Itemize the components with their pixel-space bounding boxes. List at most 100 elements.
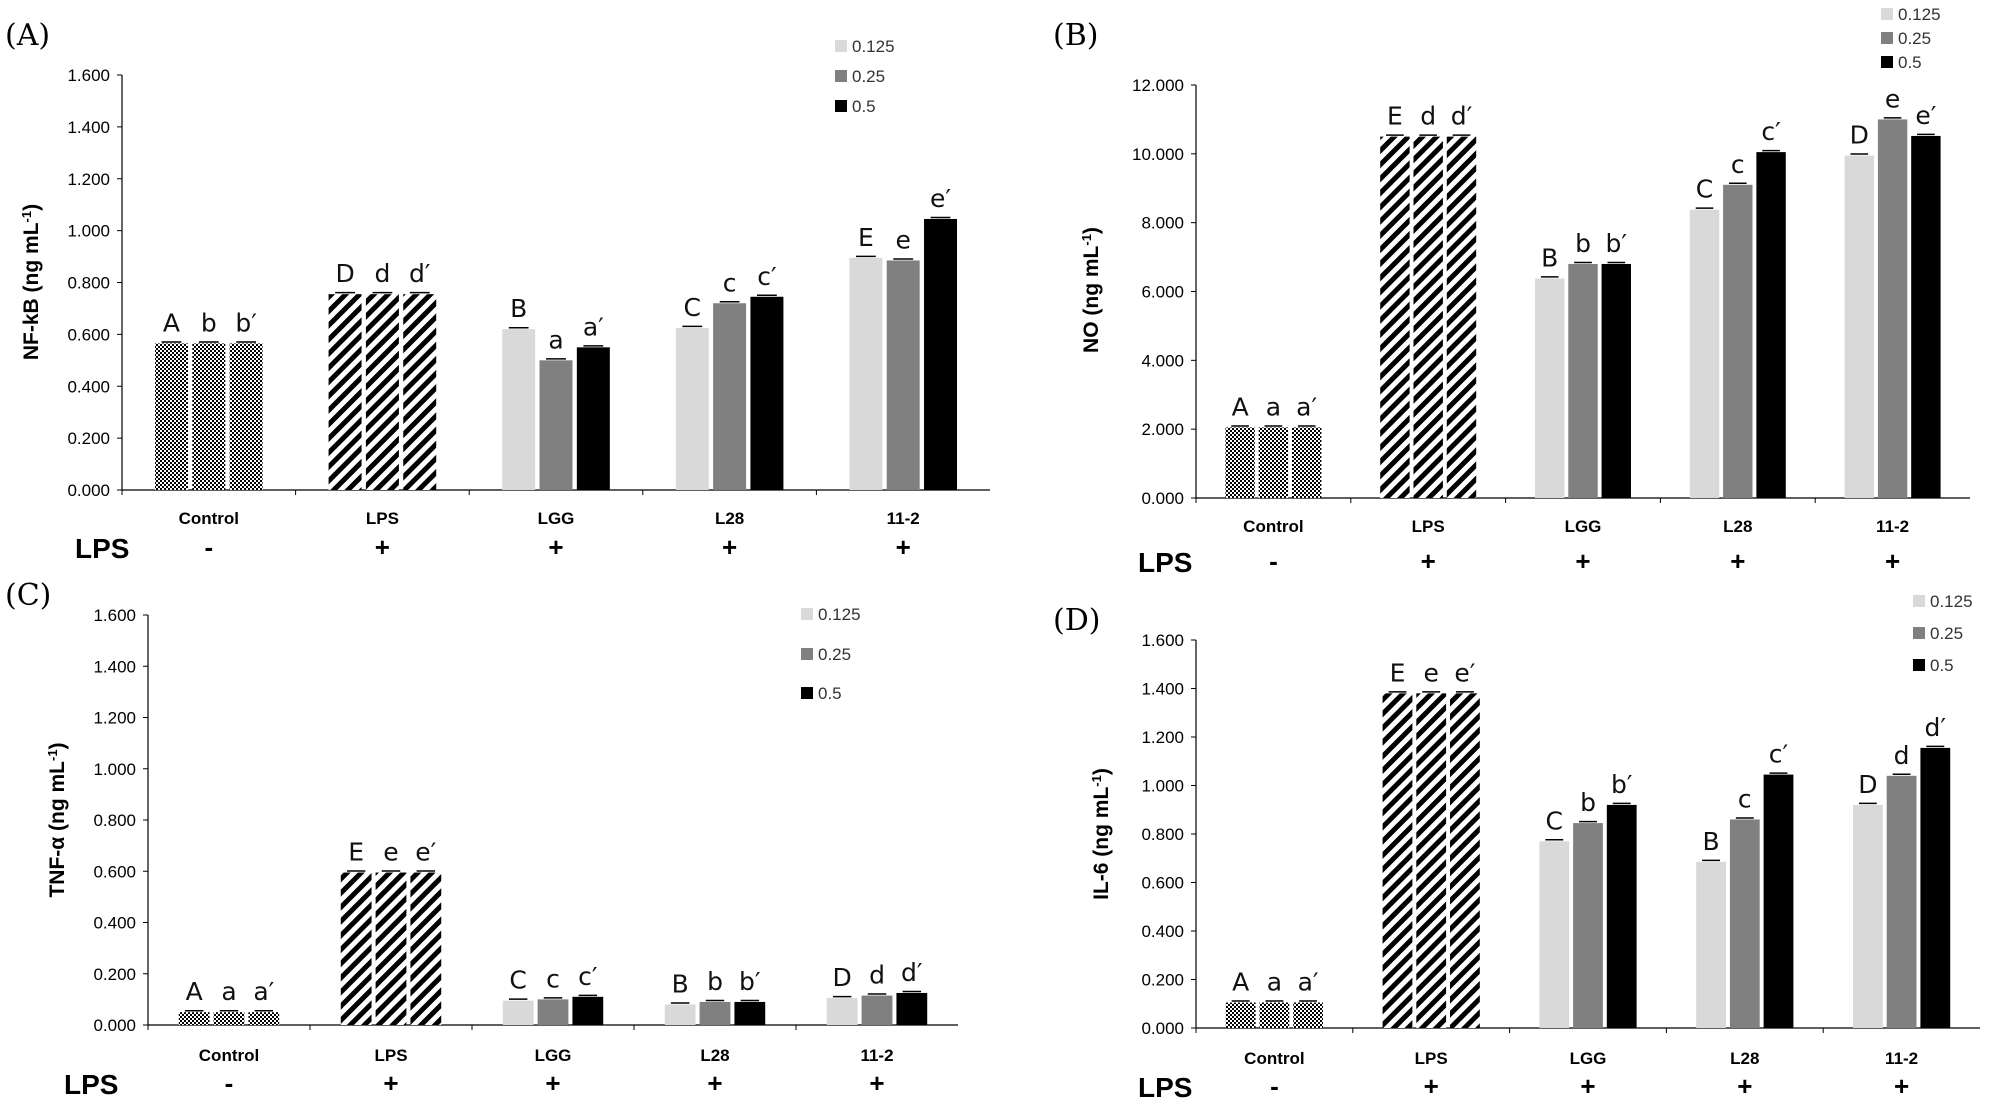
significance-label: C: [509, 966, 526, 995]
legend-swatch: [1881, 8, 1893, 20]
bar: [1601, 263, 1631, 498]
y-tick-label: 0.200: [1141, 971, 1184, 990]
significance-label: b: [1575, 229, 1591, 258]
panel-label: (D): [1053, 603, 1100, 638]
significance-label: b′: [739, 967, 761, 996]
chart-panel-1: (A) NF-kB (ng mL-1) 0.000 0.200 0.400 0.600 0.…: [5, 18, 990, 564]
legend-swatch: [1913, 595, 1925, 607]
significance-label: a: [548, 325, 563, 354]
significance-label: C: [1696, 175, 1713, 204]
y-tick-label: 1.600: [93, 606, 136, 625]
significance-label: B: [672, 970, 689, 999]
lps-sign: -: [225, 1068, 234, 1098]
significance-label: D: [833, 963, 852, 992]
bar: [896, 992, 928, 1025]
significance-label: d′: [409, 259, 431, 288]
y-tick-label: 0.000: [93, 1016, 136, 1035]
significance-label: a′: [1298, 968, 1319, 997]
bar: [849, 257, 883, 490]
significance-label: b′: [235, 308, 257, 337]
y-tick-label: 0.400: [1141, 922, 1184, 941]
bar: [410, 872, 442, 1025]
y-axis-label: IL-6 (ng mL-1): [1089, 768, 1114, 900]
y-tick-label: 1.000: [1141, 777, 1184, 796]
lps-sign: +: [869, 1068, 884, 1098]
x-tick-label: LPS: [1412, 517, 1445, 536]
lps-sign: +: [722, 532, 737, 562]
bar: [1886, 775, 1917, 1028]
significance-label: B: [1541, 243, 1558, 272]
x-tick-label: LPS: [1415, 1049, 1448, 1068]
y-tick-label: 1.000: [93, 760, 136, 779]
significance-label: A: [1232, 968, 1249, 997]
panel-label: (B): [1053, 18, 1098, 53]
lps-sign: +: [1575, 546, 1590, 576]
significance-label: d: [1420, 102, 1436, 131]
x-tick-label: 11-2: [887, 509, 920, 528]
lps-sign: -: [1270, 1071, 1279, 1101]
legend-swatch: [1913, 627, 1925, 639]
significance-label: c′: [578, 962, 598, 991]
bar: [154, 343, 188, 490]
legend-label: 0.25: [852, 67, 885, 86]
y-tick-label: 1.600: [1141, 631, 1184, 650]
y-tick-label: 0.200: [67, 429, 110, 448]
y-tick-label: 0.400: [67, 377, 110, 396]
chart-panel-3: (C) TNF-α (ng mL-1) 0.000 0.200 0.400 0.600 0.…: [5, 578, 958, 1100]
x-tick-label: L28: [700, 1046, 729, 1065]
bar: [1920, 747, 1951, 1028]
bar: [178, 1012, 210, 1025]
bar: [375, 872, 407, 1025]
lps-sign: +: [1737, 1071, 1752, 1101]
bar: [1450, 693, 1480, 1028]
y-tick-label: 1.200: [93, 709, 136, 728]
legend-label: 0.5: [1930, 656, 1954, 675]
bar: [1225, 427, 1255, 498]
bar: [664, 1004, 696, 1025]
legend-swatch: [835, 70, 847, 82]
significance-label: c′: [757, 262, 777, 291]
bar: [861, 995, 893, 1025]
legend-label: 0.125: [818, 605, 861, 624]
bar: [1606, 804, 1637, 1028]
panel-label: (A): [5, 18, 50, 53]
bar: [1291, 427, 1322, 498]
lps-sign: +: [896, 532, 911, 562]
significance-label: d: [1894, 741, 1910, 770]
significance-label: a′: [583, 312, 604, 341]
significance-label: b′: [1606, 229, 1628, 258]
lps-sign: +: [548, 532, 563, 562]
legend-swatch: [1913, 659, 1925, 671]
y-tick-label: 10.000: [1132, 145, 1184, 164]
significance-label: e′: [1915, 101, 1936, 130]
y-tick-label: 0.800: [1141, 825, 1184, 844]
lps-row-title: LPS: [64, 1069, 118, 1100]
bar: [826, 998, 858, 1025]
bar: [886, 260, 920, 490]
panels: (A) NF-kB (ng mL-1) 0.000 0.200 0.400 0.600 0.…: [5, 5, 1980, 1103]
bar: [572, 996, 604, 1025]
bar: [537, 999, 569, 1025]
bar: [699, 1001, 731, 1025]
bar: [539, 360, 573, 490]
y-tick-label: 0.600: [93, 862, 136, 881]
bar: [192, 343, 226, 490]
y-axis-label: NO (ng mL-1): [1079, 227, 1104, 353]
y-tick-label: 0.000: [1141, 489, 1184, 508]
legend-label: 0.5: [1898, 53, 1922, 72]
significance-label: d′: [1925, 713, 1947, 742]
significance-label: c: [723, 268, 737, 297]
bar: [1696, 861, 1726, 1028]
bar: [1763, 774, 1794, 1028]
legend-swatch: [801, 648, 813, 660]
lps-sign: +: [375, 532, 390, 562]
significance-label: A: [1232, 392, 1249, 421]
y-tick-label: 4.000: [1141, 351, 1184, 370]
lps-sign: -: [1269, 546, 1278, 576]
significance-label: D: [335, 259, 354, 288]
bar: [1877, 119, 1908, 499]
significance-label: c: [546, 964, 560, 993]
y-tick-label: 6.000: [1141, 283, 1184, 302]
bar: [1573, 823, 1603, 1028]
significance-label: e′: [415, 838, 436, 867]
